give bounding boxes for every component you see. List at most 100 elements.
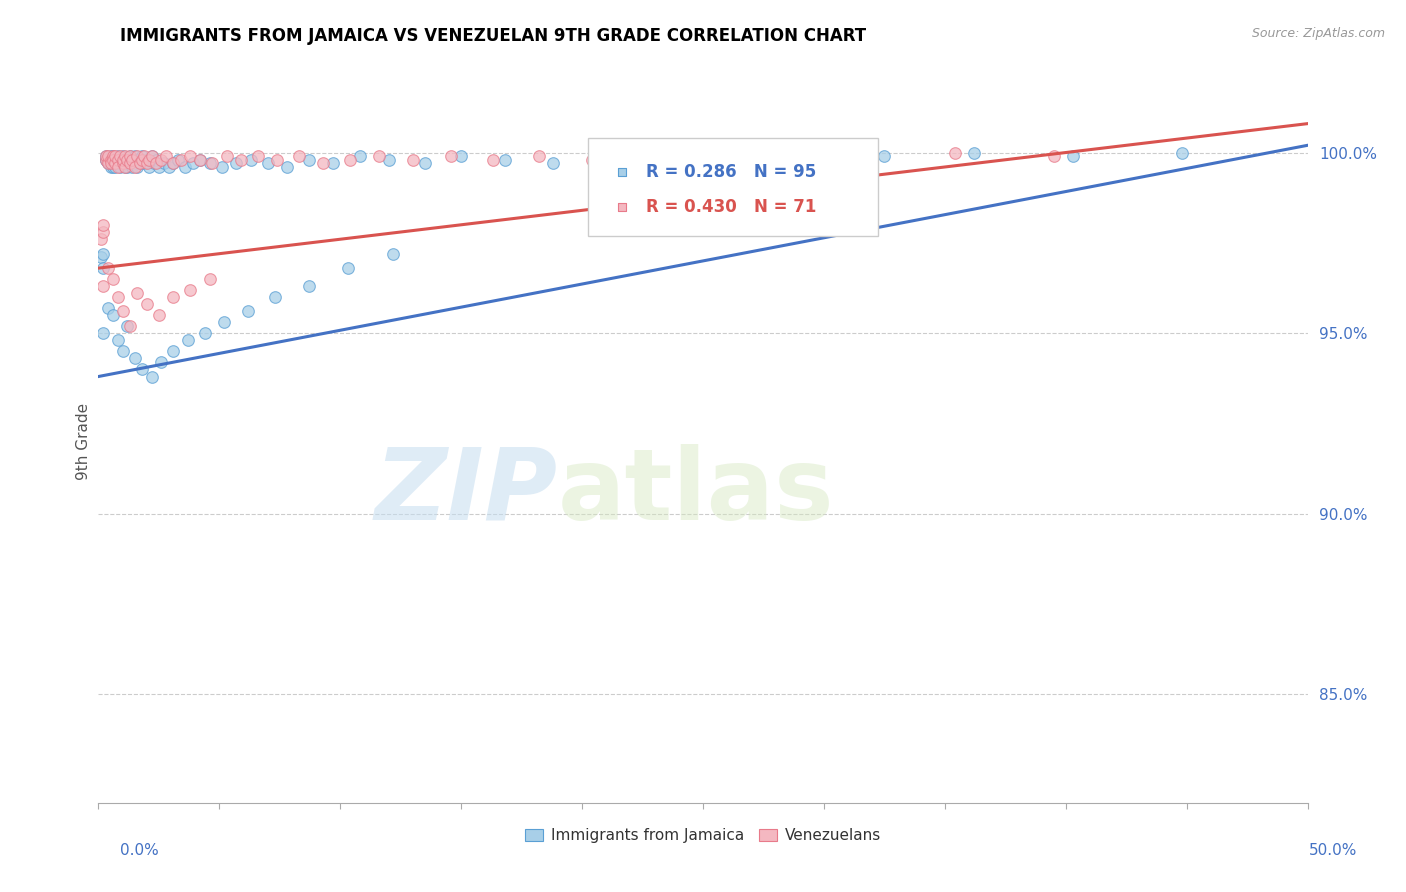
Point: [1062, 149, 1084, 163]
Point: [91, 279, 114, 293]
Point: [108, 149, 131, 163]
Point: [114, 160, 136, 174]
Point: [148, 308, 170, 322]
Point: [114, 153, 136, 167]
Point: [97, 156, 120, 170]
Point: [104, 160, 127, 174]
Point: [702, 153, 724, 167]
Point: [94, 149, 117, 163]
Point: [97, 301, 120, 315]
Point: [97, 156, 120, 170]
Point: [194, 326, 217, 341]
Point: [150, 355, 173, 369]
Point: [247, 149, 270, 163]
Point: [100, 160, 122, 174]
Point: [201, 156, 224, 170]
Point: [117, 156, 139, 170]
Point: [107, 149, 129, 163]
Point: [276, 160, 298, 174]
Point: [124, 156, 146, 170]
Point: [198, 272, 221, 286]
Point: [138, 153, 160, 167]
Point: [104, 153, 127, 167]
Point: [773, 149, 796, 163]
Point: [107, 290, 129, 304]
Point: [239, 153, 262, 167]
Point: [339, 153, 361, 167]
Point: [145, 156, 167, 170]
Point: [91, 261, 114, 276]
Point: [91, 246, 114, 260]
Point: [135, 153, 157, 167]
Point: [118, 153, 141, 167]
Point: [225, 156, 247, 170]
Point: [148, 160, 170, 174]
Point: [107, 153, 129, 167]
Point: [118, 318, 141, 333]
Point: [128, 156, 150, 170]
Point: [595, 149, 617, 163]
Point: [152, 156, 174, 170]
Point: [111, 153, 134, 167]
Point: [527, 149, 550, 163]
Point: [90, 232, 112, 246]
Point: [127, 286, 149, 301]
Point: [118, 156, 141, 170]
Point: [413, 156, 436, 170]
Point: [101, 160, 124, 174]
Point: [162, 156, 184, 170]
Point: [104, 156, 127, 170]
Point: [157, 160, 180, 174]
Point: [264, 290, 287, 304]
Point: [138, 160, 160, 174]
Point: [382, 246, 405, 260]
Point: [100, 149, 122, 163]
Point: [188, 153, 211, 167]
Point: [121, 160, 143, 174]
Point: [108, 153, 131, 167]
Point: [97, 153, 120, 167]
Point: [97, 261, 120, 276]
Point: [135, 297, 157, 311]
Point: [107, 153, 129, 167]
Text: Source: ZipAtlas.com: Source: ZipAtlas.com: [1251, 27, 1385, 40]
Point: [312, 156, 335, 170]
Point: [94, 149, 117, 163]
Point: [212, 315, 235, 329]
Point: [127, 149, 149, 163]
Point: [121, 153, 143, 167]
Point: [1042, 149, 1064, 163]
Point: [108, 160, 131, 174]
Point: [124, 160, 146, 174]
Text: R = 0.286   N = 95: R = 0.286 N = 95: [647, 163, 817, 181]
Point: [101, 308, 124, 322]
Point: [104, 156, 127, 170]
Point: [111, 153, 134, 167]
Point: [174, 160, 197, 174]
Point: [322, 156, 344, 170]
Point: [131, 153, 153, 167]
Point: [117, 160, 139, 174]
Point: [181, 156, 204, 170]
Point: [721, 149, 744, 163]
Point: [101, 149, 124, 163]
Text: 50.0%: 50.0%: [1309, 843, 1357, 858]
Point: [450, 149, 472, 163]
Point: [298, 279, 321, 293]
Point: [111, 156, 134, 170]
Point: [167, 153, 190, 167]
Point: [162, 344, 184, 359]
Point: [101, 149, 124, 163]
Point: [111, 344, 134, 359]
Point: [118, 149, 141, 163]
Point: [107, 156, 129, 170]
Point: [128, 156, 150, 170]
Point: [256, 156, 278, 170]
Point: [215, 149, 238, 163]
Point: [94, 153, 117, 167]
Y-axis label: 9th Grade: 9th Grade: [76, 403, 91, 480]
Point: [141, 369, 163, 384]
Point: [134, 149, 156, 163]
Point: [150, 153, 173, 167]
Point: [198, 156, 221, 170]
